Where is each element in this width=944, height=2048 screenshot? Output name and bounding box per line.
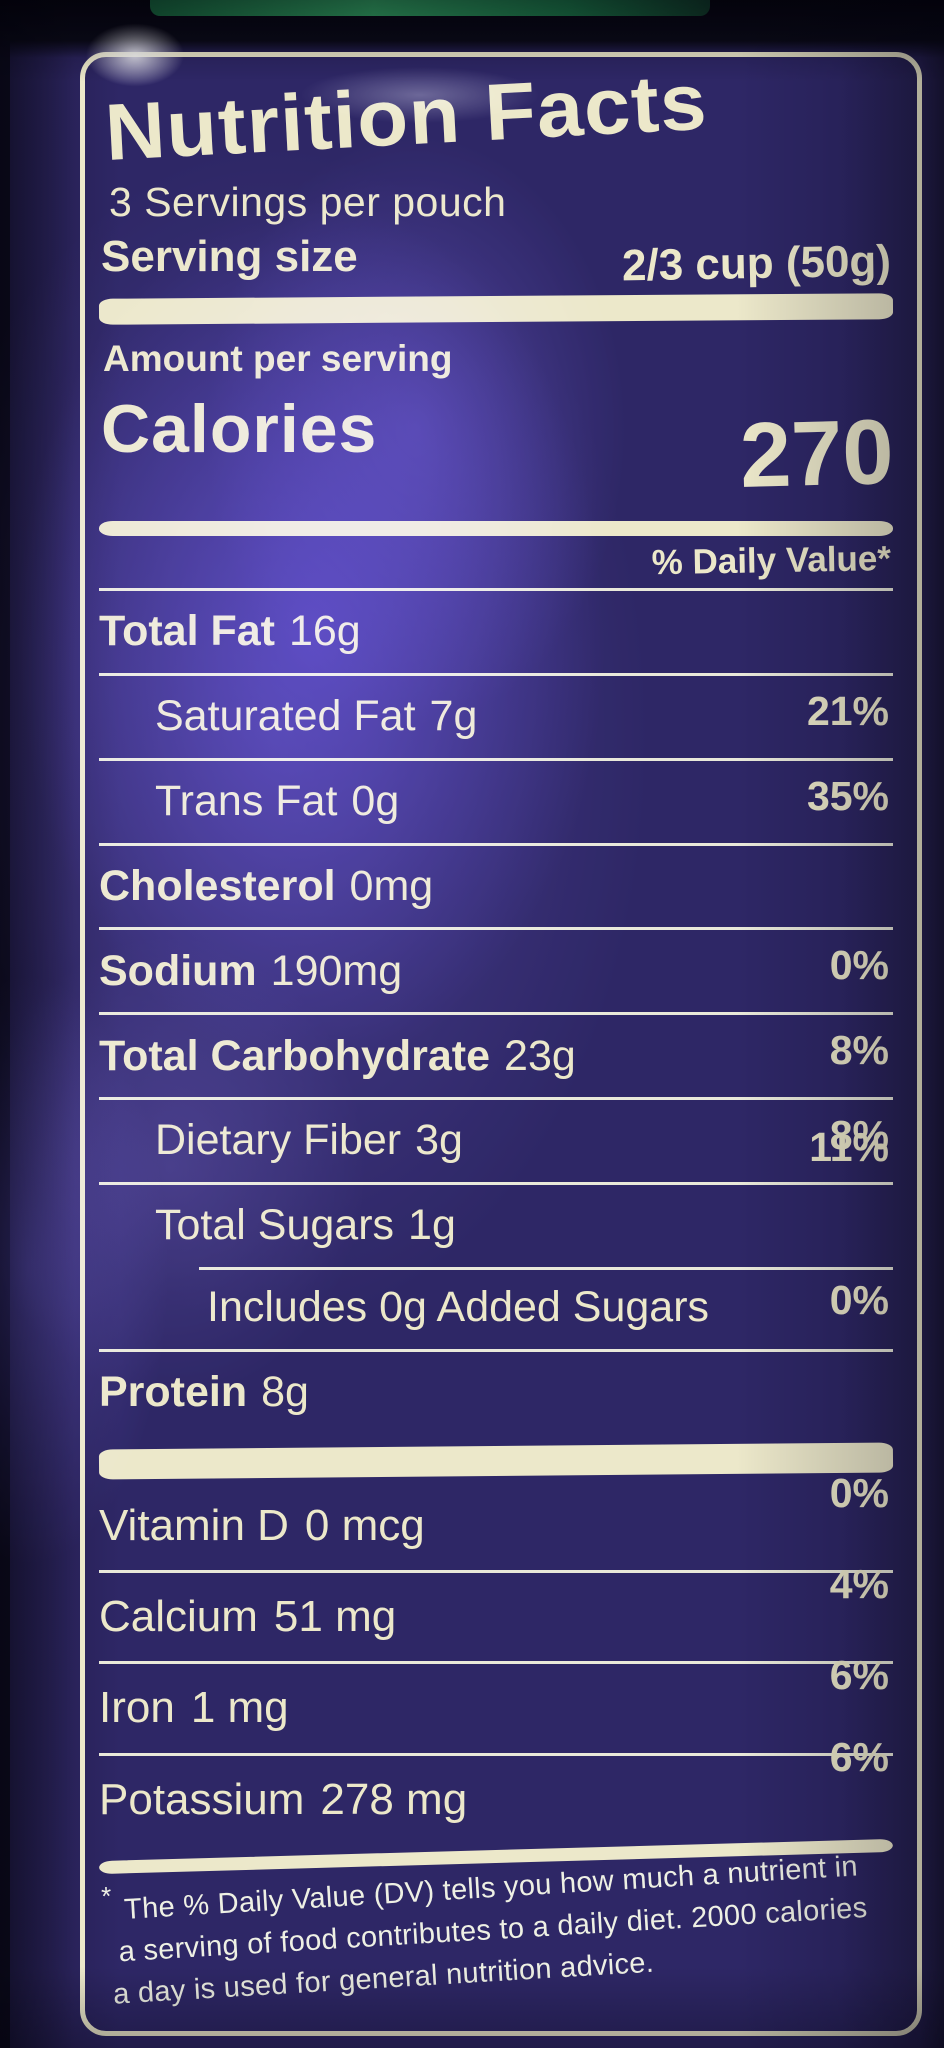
nutrient-row: Saturated Fat 7g 35% <box>99 672 893 819</box>
micronutrient-table: Vitamin D 0 mcg 0% Calcium 51 mg 4% Iron… <box>99 1470 893 1844</box>
nutrient-amount: 23g <box>504 1031 576 1080</box>
nutrient-daily-value: 6% <box>829 1652 889 1699</box>
nutrient-daily-value: 4% <box>829 1560 889 1607</box>
serving-size-value: 2/3 cup (50g) <box>621 236 892 291</box>
calories-label: Calories <box>101 391 378 467</box>
nutrient-row: Total Sugars 1g <box>99 1181 893 1267</box>
pouch-top-crease <box>0 0 944 58</box>
servings-per-container: 3 Servings per pouch <box>109 179 507 225</box>
nutrient-name: Calcium <box>99 1592 258 1642</box>
micronutrient-row: Potassium 278 mg 6% <box>99 1734 893 1844</box>
nutrient-daily-value: 21% <box>806 687 889 734</box>
label-title: Nutrition Facts <box>102 56 710 177</box>
daily-value-header: % Daily Value* <box>651 539 892 583</box>
amount-per-serving: Amount per serving <box>103 338 453 379</box>
nutrient-daily-value: 6% <box>829 1733 889 1780</box>
nutrient-name: Dietary Fiber <box>155 1116 402 1165</box>
divider-bar-medium <box>99 521 893 536</box>
nutrient-daily-value: 0% <box>829 1469 889 1516</box>
divider-bar-thick <box>98 293 894 325</box>
nutrition-label: Nutrition Facts 3 Servings per pouch Ser… <box>80 52 922 2036</box>
nutrient-amount: 16g <box>288 607 361 656</box>
nutrient-amount: 8g <box>261 1368 309 1417</box>
micronutrient-row: Iron 1 mg 6% <box>99 1652 893 1752</box>
nutrient-amount: 7g <box>429 692 478 741</box>
nutrient-row: Dietary Fiber 3g 11% <box>99 1097 893 1182</box>
nutrient-table: Total Fat 16g 21% Saturated Fat 7g 35% T… <box>99 588 893 1434</box>
nutrient-amount: 190mg <box>270 946 403 995</box>
nutrient-name: Iron <box>99 1683 175 1733</box>
nutrient-name: Potassium <box>99 1774 305 1824</box>
footnote-asterisk: * <box>100 1880 113 1912</box>
nutrient-daily-value: 11% <box>809 1124 889 1171</box>
nutrient-name: Vitamin D <box>99 1500 289 1550</box>
nutrient-daily-value: 0% <box>829 942 889 989</box>
nutrient-row: Includes 0g Added Sugars 0% <box>99 1266 893 1349</box>
calories-row: Calories 270 <box>101 380 895 507</box>
nutrient-row: Protein 8g <box>99 1348 893 1434</box>
nutrient-name: Protein <box>99 1368 248 1417</box>
nutrient-amount: 3g <box>415 1116 463 1165</box>
serving-size-label: Serving size <box>101 232 358 281</box>
nutrient-daily-value: 8% <box>829 1027 889 1074</box>
nutrient-amount: 1g <box>408 1201 456 1250</box>
nutrient-name: Trans Fat <box>155 777 338 826</box>
nutrient-name: Total Fat <box>99 607 275 656</box>
nutrient-name: Total Carbohydrate <box>99 1031 491 1080</box>
nutrient-daily-value: 35% <box>806 772 889 819</box>
nutrient-name: Saturated Fat <box>155 692 416 741</box>
nutrient-amount: 0mg <box>349 861 434 910</box>
nutrient-daily-value: 0% <box>829 1276 889 1323</box>
serving-size-row: Serving size 2/3 cup (50g) <box>101 232 891 290</box>
nutrient-row: Cholesterol 0mg 0% <box>99 842 893 988</box>
divider-bar-thick2 <box>98 1442 894 1479</box>
nutrient-row: Total Fat 16g 21% <box>99 588 893 734</box>
nutrient-row: Total Carbohydrate 23g 8% <box>99 1012 893 1158</box>
nutrient-name: Cholesterol <box>99 861 336 910</box>
nutrient-amount: 1 mg <box>190 1683 289 1733</box>
nutrient-row: Sodium 190mg 8% <box>99 927 893 1073</box>
nutrient-name: Includes 0g Added Sugars <box>207 1283 710 1332</box>
nutrient-amount: 0 mcg <box>304 1500 425 1550</box>
micronutrient-row: Calcium 51 mg 4% <box>99 1561 893 1661</box>
nutrient-row: Trans Fat 0g <box>99 757 893 843</box>
nutrient-name: Total Sugars <box>155 1201 395 1250</box>
nutrient-amount: 51 mg <box>273 1592 397 1642</box>
calories-value: 270 <box>738 401 895 507</box>
nutrient-name: Sodium <box>99 946 257 995</box>
micronutrient-row: Vitamin D 0 mcg 0% <box>99 1470 893 1570</box>
nutrient-amount: 0g <box>351 777 400 826</box>
nutrient-amount: 278 mg <box>320 1774 468 1824</box>
pouch-green-edge <box>150 0 710 16</box>
